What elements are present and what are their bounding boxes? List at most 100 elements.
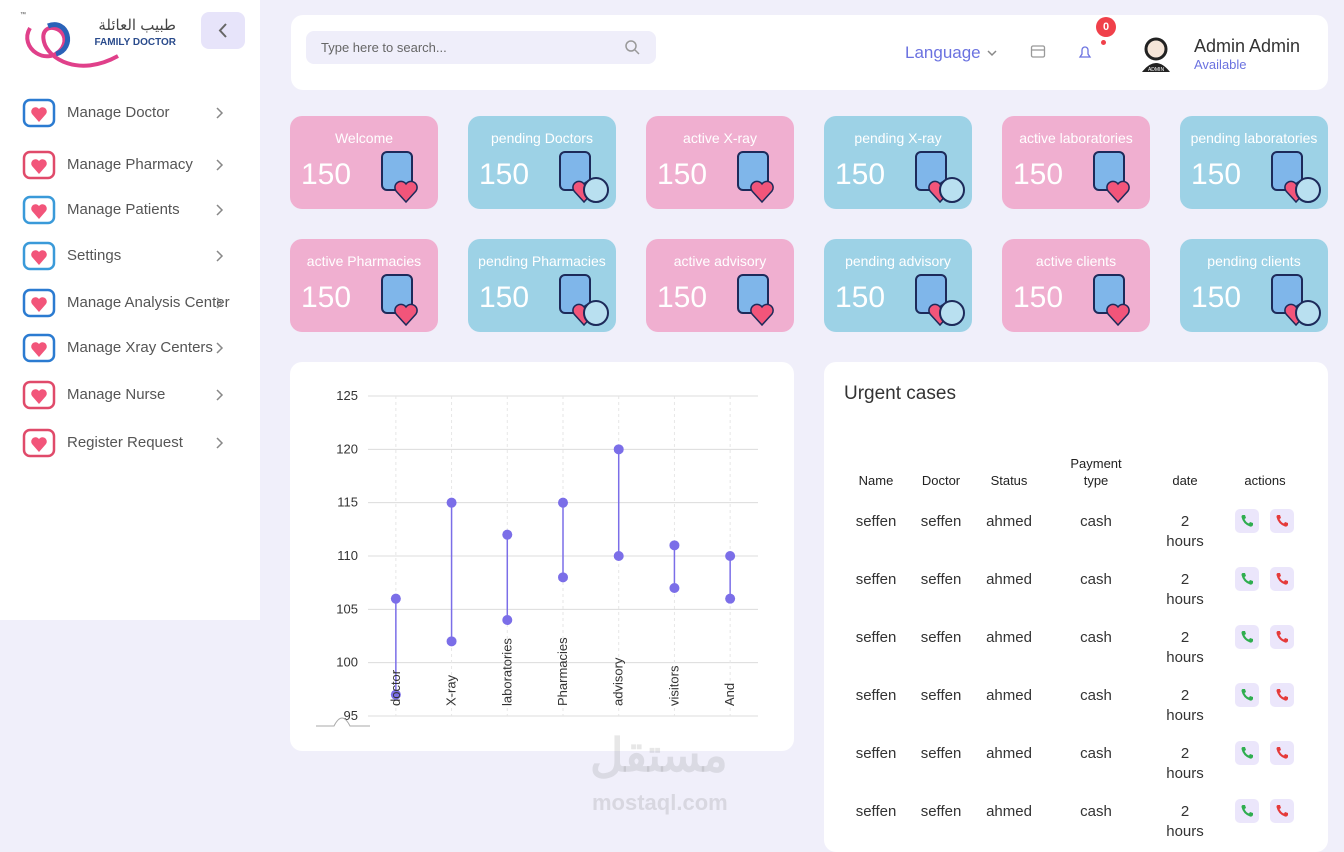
stat-card[interactable]: pending advisory 150: [824, 239, 972, 332]
sidebar-item[interactable]: Settings: [0, 234, 260, 278]
sidebar-item[interactable]: Manage Pharmacy: [0, 143, 260, 187]
icon-heart: [31, 437, 47, 452]
call-button[interactable]: [1270, 625, 1294, 649]
icon-heart: [394, 303, 418, 327]
stat-value: 150: [301, 281, 352, 314]
sidebar-item[interactable]: Manage Patients: [0, 188, 260, 232]
urgent-panel: Urgent cases Name Doctor Status Payment type…: [824, 362, 1328, 852]
column-header: date: [1172, 473, 1198, 488]
language-select[interactable]: Language: [905, 43, 981, 65]
chevron: [216, 389, 224, 401]
call-button[interactable]: [1235, 567, 1259, 591]
table-cell: 2 hours: [1166, 629, 1204, 666]
table-cell: 2 hours: [1166, 571, 1204, 608]
sidebar-icon: [22, 150, 56, 180]
sidebar-chevron: [216, 437, 224, 449]
stat-card[interactable]: active laboratories 150: [1002, 116, 1150, 209]
notification-badge: 0: [1096, 17, 1116, 37]
language-label: Language: [905, 43, 981, 62]
dumbbell-dot: [558, 572, 568, 583]
top-bar: Type here to search... Language 0 ADMIN Admi…: [291, 15, 1328, 90]
x-tick-label: advisory: [611, 657, 626, 706]
stat-card[interactable]: active clients 150: [1002, 239, 1150, 332]
call-button[interactable]: [1235, 509, 1259, 533]
x-tick-label: laboratories: [499, 638, 514, 706]
sidebar-item[interactable]: Manage Doctor: [0, 91, 260, 135]
stat-icon: [381, 274, 418, 327]
stat-card[interactable]: active X-ray 150: [646, 116, 794, 209]
call-button[interactable]: [1235, 625, 1259, 649]
y-tick-label: 105: [336, 601, 358, 616]
stat-icon: [1271, 274, 1321, 327]
watermark-latin: mostaql.com: [592, 790, 728, 815]
avatar: ADMIN: [1142, 37, 1170, 73]
call-button[interactable]: [1235, 799, 1259, 823]
call-button[interactable]: [1235, 683, 1259, 707]
search-box[interactable]: Type here to search...: [306, 31, 656, 64]
table-cell: cash: [1080, 571, 1112, 588]
dumbbell-dot: [613, 551, 624, 561]
phone-icon: [1241, 805, 1253, 817]
stat-card[interactable]: pending Doctors 150: [468, 116, 616, 209]
stat-icon: [559, 151, 609, 204]
stat-value: 150: [1191, 281, 1242, 314]
table-cell: cash: [1080, 629, 1112, 646]
phone-icon: [1241, 689, 1253, 701]
phone-icon: [1241, 631, 1253, 643]
table-cell: seffen: [855, 745, 897, 762]
sidebar-item[interactable]: Manage Nurse: [0, 373, 260, 417]
call-button[interactable]: [1270, 683, 1294, 707]
sidebar-icon: [22, 241, 56, 271]
stat-card[interactable]: pending clients 150: [1180, 239, 1328, 332]
table-cell: ahmed: [986, 687, 1032, 704]
table-cell: seffen: [920, 629, 962, 646]
x-tick-label: visitors: [666, 665, 681, 706]
sidebar-item[interactable]: Manage Analysis Center: [0, 281, 260, 325]
table-cell: 2 hours: [1166, 513, 1204, 550]
stat-value: 150: [835, 281, 886, 314]
icon-heart: [31, 297, 47, 312]
call-button[interactable]: [1270, 567, 1294, 591]
table-cell: ahmed: [986, 629, 1032, 646]
phone: [1241, 573, 1253, 585]
language-chevron: [987, 50, 997, 57]
call-button[interactable]: [1270, 741, 1294, 765]
x-tick-label: Pharmacies: [555, 637, 570, 706]
stat-label: active laboratories: [1019, 130, 1133, 146]
stat-card[interactable]: Welcome 150: [290, 116, 438, 209]
collapse-button[interactable]: [201, 12, 245, 49]
sidebar: ™ طبيب العائلة FAMILY DOCTOR Manage Doctor M…: [0, 0, 260, 620]
icon-shape: [22, 150, 56, 180]
y-tick-label: 95: [344, 708, 358, 723]
icon-heart: [31, 389, 47, 404]
chevron: [216, 342, 224, 354]
stat-label: pending laboratories: [1190, 130, 1318, 146]
chevron: [987, 50, 997, 57]
stat-card[interactable]: active Pharmacies 150: [290, 239, 438, 332]
sidebar-chevron: [216, 107, 224, 119]
stat-card[interactable]: pending X-ray 150: [824, 116, 972, 209]
call-button[interactable]: [1270, 799, 1294, 823]
sidebar-item[interactable]: Register Request: [0, 421, 260, 465]
icon-shape: [22, 380, 56, 410]
calendar-icon: [1030, 45, 1046, 58]
stat-card[interactable]: active advisory 150: [646, 239, 794, 332]
column-header: Payment type: [1070, 456, 1122, 488]
icon-shape: [22, 333, 56, 363]
icon-heart: [750, 303, 774, 327]
icon-heart: [750, 180, 774, 204]
logo-swirl: [25, 26, 119, 68]
collapse-icon: [218, 23, 227, 38]
sidebar-icon: [22, 98, 56, 128]
sidebar-item[interactable]: Manage Xray Centers: [0, 326, 260, 370]
stat-card[interactable]: pending Pharmacies 150: [468, 239, 616, 332]
stat-icon: [1093, 274, 1130, 327]
dumbbell-dot: [613, 444, 624, 455]
stat-label: pending Doctors: [491, 130, 593, 146]
phone-icon: [1276, 805, 1288, 817]
call-button[interactable]: [1235, 741, 1259, 765]
stat-label: active advisory: [673, 253, 767, 269]
call-button[interactable]: [1270, 509, 1294, 533]
stat-card[interactable]: pending laboratories 150: [1180, 116, 1328, 209]
user-name: Admin Admin: [1194, 36, 1301, 56]
